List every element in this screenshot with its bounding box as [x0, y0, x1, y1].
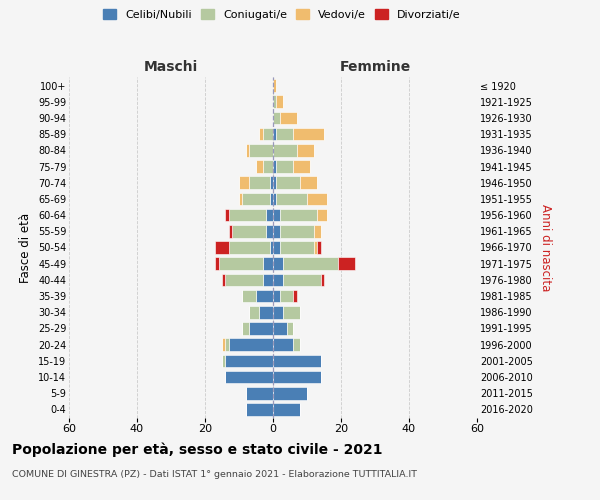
Bar	[249, 306, 259, 318]
Bar	[222, 274, 226, 286]
Bar	[249, 322, 273, 335]
Bar	[280, 112, 297, 124]
Bar	[273, 209, 280, 222]
Bar	[229, 209, 266, 222]
Bar	[226, 274, 263, 286]
Bar	[273, 160, 277, 173]
Bar	[242, 322, 249, 335]
Bar	[293, 128, 324, 140]
Bar	[246, 387, 273, 400]
Bar	[283, 274, 320, 286]
Bar	[273, 112, 280, 124]
Bar	[273, 338, 293, 351]
Bar	[307, 192, 328, 205]
Bar	[263, 160, 273, 173]
Bar	[263, 258, 273, 270]
Bar	[283, 306, 300, 318]
Bar	[273, 241, 280, 254]
Bar	[266, 209, 273, 222]
Bar	[314, 241, 317, 254]
Bar	[273, 403, 300, 415]
Bar	[218, 258, 263, 270]
Bar	[242, 290, 256, 302]
Bar	[273, 225, 280, 237]
Bar	[226, 338, 229, 351]
Bar	[280, 225, 314, 237]
Bar	[222, 354, 226, 367]
Legend: Celibi/Nubili, Coniugati/e, Vedovi/e, Divorziati/e: Celibi/Nubili, Coniugati/e, Vedovi/e, Di…	[100, 6, 464, 23]
Text: Maschi: Maschi	[144, 60, 198, 74]
Y-axis label: Anni di nascita: Anni di nascita	[539, 204, 552, 291]
Bar	[263, 274, 273, 286]
Bar	[273, 274, 283, 286]
Bar	[269, 176, 273, 189]
Bar	[273, 258, 283, 270]
Bar	[249, 176, 269, 189]
Bar	[293, 338, 300, 351]
Text: Femmine: Femmine	[340, 60, 410, 74]
Bar	[226, 370, 273, 384]
Bar	[239, 192, 242, 205]
Bar	[273, 370, 320, 384]
Bar	[269, 241, 273, 254]
Bar	[273, 306, 283, 318]
Bar	[277, 160, 293, 173]
Bar	[283, 258, 338, 270]
Bar	[277, 96, 283, 108]
Bar	[280, 241, 314, 254]
Bar	[273, 96, 277, 108]
Bar	[317, 209, 328, 222]
Bar	[297, 144, 314, 156]
Bar	[293, 160, 310, 173]
Bar	[256, 290, 273, 302]
Bar	[249, 144, 273, 156]
Bar	[229, 225, 232, 237]
Bar	[215, 258, 218, 270]
Bar	[277, 192, 307, 205]
Bar	[246, 144, 249, 156]
Bar	[259, 306, 273, 318]
Bar	[263, 128, 273, 140]
Bar	[280, 290, 293, 302]
Bar	[246, 403, 273, 415]
Bar	[273, 354, 320, 367]
Bar	[314, 225, 320, 237]
Bar	[239, 176, 249, 189]
Bar	[273, 128, 277, 140]
Bar	[273, 387, 307, 400]
Bar	[287, 322, 293, 335]
Text: COMUNE DI GINESTRA (PZ) - Dati ISTAT 1° gennaio 2021 - Elaborazione TUTTITALIA.I: COMUNE DI GINESTRA (PZ) - Dati ISTAT 1° …	[12, 470, 417, 479]
Bar	[273, 80, 277, 92]
Bar	[232, 225, 266, 237]
Bar	[277, 176, 300, 189]
Bar	[256, 160, 263, 173]
Bar	[229, 338, 273, 351]
Bar	[229, 241, 269, 254]
Bar	[269, 192, 273, 205]
Bar	[242, 192, 269, 205]
Y-axis label: Fasce di età: Fasce di età	[19, 212, 32, 282]
Bar	[277, 128, 293, 140]
Bar	[320, 274, 324, 286]
Bar	[273, 192, 277, 205]
Bar	[266, 225, 273, 237]
Text: Popolazione per età, sesso e stato civile - 2021: Popolazione per età, sesso e stato civil…	[12, 442, 383, 457]
Bar	[273, 144, 297, 156]
Bar	[300, 176, 317, 189]
Bar	[280, 209, 317, 222]
Bar	[317, 241, 320, 254]
Bar	[259, 128, 263, 140]
Bar	[338, 258, 355, 270]
Bar	[215, 241, 229, 254]
Bar	[226, 209, 229, 222]
Bar	[293, 290, 297, 302]
Bar	[273, 290, 280, 302]
Bar	[273, 176, 277, 189]
Bar	[226, 354, 273, 367]
Bar	[222, 338, 226, 351]
Bar	[273, 322, 287, 335]
